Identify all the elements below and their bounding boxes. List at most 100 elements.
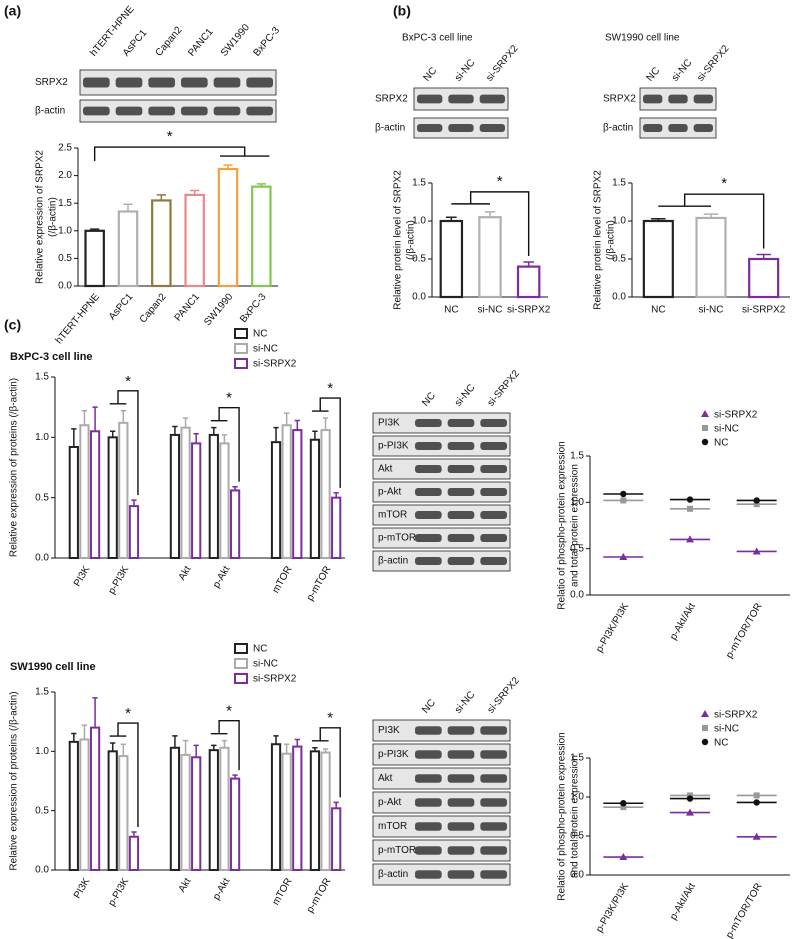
blot-band [447, 750, 475, 759]
error-bar [294, 738, 300, 747]
error-bar [172, 735, 178, 748]
blot-row-label: β-actin [378, 869, 408, 880]
significance-bracket [109, 390, 139, 496]
blot-band [480, 419, 507, 427]
lane-label: si-SRPX2 [695, 43, 732, 84]
blot-band [148, 77, 175, 88]
error-bar [312, 430, 318, 440]
error-bar [221, 739, 228, 748]
blot-band [181, 106, 208, 116]
bar [84, 229, 105, 288]
bar [68, 445, 79, 559]
bar [208, 433, 219, 560]
legend-swatch [234, 658, 248, 669]
x-tick-label: p-mTOR/TOR [724, 601, 764, 660]
y-tick-label: 1.0 [58, 225, 72, 236]
x-tick-label: mTOR [270, 876, 294, 907]
marker [753, 497, 760, 504]
x-tick-label: PI3K [72, 564, 93, 589]
bar [169, 433, 181, 560]
significance-label: * [125, 705, 131, 722]
legend-label: si-NC [253, 344, 278, 355]
y-axis-label: Relative expression of proteins (/β-acti… [9, 378, 20, 557]
blot-band [181, 77, 208, 88]
blot-band [115, 77, 143, 88]
y-tick-label: 0.0 [612, 292, 626, 303]
y-tick-label: 0.5 [35, 492, 49, 503]
blot-row-label: β-actin [375, 123, 405, 134]
legend-marker [701, 410, 709, 417]
blot-row-label: mTOR [378, 510, 407, 521]
y-tick-label: 0.0 [570, 590, 584, 601]
marker [620, 800, 627, 807]
y-axis-label: Relatio of phospho-protein expression [557, 441, 568, 609]
blot-band [480, 870, 507, 879]
significance-label: * [125, 373, 131, 390]
bar [79, 738, 90, 872]
x-tick-label: Akt [177, 876, 194, 894]
y-axis-label: (/β-actin) [406, 220, 417, 260]
x-tick-label: p-PI3K/PI3K [594, 881, 631, 934]
blot-frame [79, 69, 277, 96]
blot-band [447, 822, 475, 831]
blot-band [693, 94, 713, 104]
blot-band [643, 94, 663, 104]
y-tick-label: 1.0 [612, 216, 626, 227]
legend-label: si-SRPX2 [253, 359, 297, 370]
marker [686, 808, 694, 816]
blot-band [415, 488, 442, 496]
bar [516, 265, 541, 299]
x-tick-label: NC [651, 305, 665, 316]
x-tick-label: si-SRPX2 [742, 305, 786, 316]
x-tick-label: BxPC-3 [238, 291, 269, 325]
blot-band [693, 124, 713, 132]
x-tick-label: mTOR [270, 564, 294, 595]
blot-row-label: mTOR [378, 821, 407, 832]
lane-label: NC [420, 390, 438, 408]
y-axis-label: Relative expression of proteins (/β-acti… [9, 691, 20, 870]
y-tick-label: 1.5 [570, 753, 584, 764]
blot-band [415, 534, 442, 542]
y-tick-label: 0.5 [612, 254, 626, 265]
blot-row-label: Akt [378, 773, 393, 784]
bar [309, 750, 321, 871]
panel-label: (b) [393, 3, 411, 19]
marker [620, 497, 627, 504]
blot-band [480, 442, 507, 450]
blot-row-label: β-actin [378, 556, 408, 567]
y-tick-label: 0.5 [570, 831, 584, 842]
error-bar [193, 432, 199, 444]
y-tick-label: 0.5 [58, 253, 72, 264]
marker [619, 553, 628, 561]
blot-band [246, 77, 273, 88]
panel-label: (c) [4, 317, 21, 333]
marker [752, 832, 761, 840]
legend-label: NC [253, 644, 267, 655]
bar [695, 216, 727, 299]
blot-band [480, 726, 507, 735]
blot-band [480, 846, 507, 855]
legend-label: si-NC [253, 659, 278, 670]
blot-row-label: SRPX2 [603, 94, 636, 105]
bar [270, 743, 282, 871]
bar [151, 199, 172, 288]
significance-bracket [311, 727, 341, 798]
blot-band [213, 77, 241, 88]
x-tick-label: SW1990 [202, 291, 235, 328]
marker [620, 490, 627, 498]
bar [68, 740, 79, 872]
y-axis-label: and total protein expression [570, 755, 581, 878]
x-tick-label: si-NC [699, 305, 724, 316]
legend-label: si-NC [714, 724, 739, 735]
blot-band [480, 557, 507, 565]
marker [753, 501, 760, 508]
x-tick-label: p-Akt/Akt [668, 881, 698, 922]
bar [128, 505, 140, 560]
lane-label: BxPC-3 [252, 25, 283, 59]
blot-band [415, 846, 442, 855]
blot-band [447, 419, 475, 427]
significance-label: * [226, 703, 232, 720]
marker [687, 505, 693, 512]
x-tick-label: p-PI3K/PI3K [594, 601, 631, 654]
